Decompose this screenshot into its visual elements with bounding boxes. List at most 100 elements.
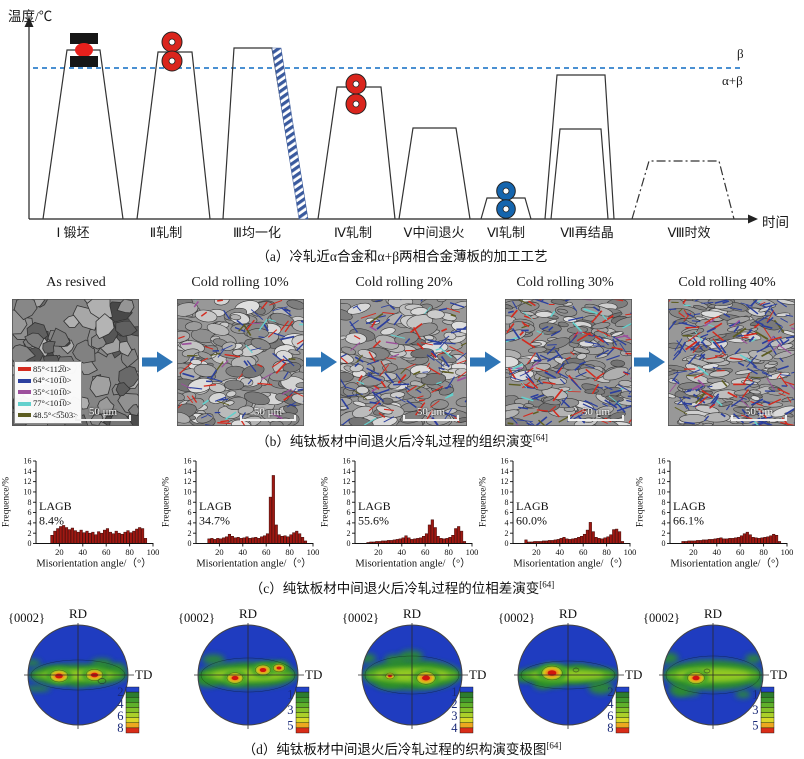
twin-boundary	[565, 389, 573, 394]
histogram-bar	[70, 527, 74, 544]
twin-boundary	[565, 356, 571, 360]
roll-hole	[502, 205, 510, 213]
histogram-bar	[138, 527, 142, 544]
microstructure-column-header: As resived	[46, 275, 106, 290]
colorbar-band	[295, 691, 310, 698]
histogram-bar	[448, 537, 452, 544]
hotspot-red	[231, 675, 239, 681]
twin-boundary	[243, 325, 252, 337]
scale-bar-line	[731, 415, 787, 421]
twin-boundary	[694, 331, 703, 342]
histogram-bar	[410, 539, 414, 544]
pole-figure-outline	[662, 624, 764, 726]
twin-boundary	[734, 347, 741, 355]
histogram-bar	[404, 535, 408, 544]
temperature-axis-label: 温度/℃	[8, 9, 53, 24]
colorbar-band	[760, 702, 775, 708]
roll-hole	[168, 57, 176, 65]
twin-boundary	[533, 359, 541, 362]
twin-boundary	[273, 332, 286, 338]
grain	[451, 321, 467, 334]
histogram-bar	[442, 538, 446, 544]
hotspot-red	[422, 675, 430, 681]
histogram-bar	[553, 539, 557, 544]
rd-label: RD	[239, 606, 257, 621]
twin-boundary	[217, 400, 230, 406]
histogram-bar	[568, 539, 572, 544]
twin-boundary	[542, 381, 556, 385]
twin-boundary	[281, 307, 292, 317]
twin-boundary	[691, 320, 701, 323]
histogram-bar	[407, 537, 411, 544]
twin-boundary	[792, 398, 795, 401]
y-tick-label: 0	[505, 539, 509, 548]
hotspot-contour	[226, 672, 244, 684]
twin-boundary	[547, 344, 557, 346]
twin-boundary	[382, 312, 395, 315]
colorbar-tick-label: 1	[287, 687, 293, 701]
twin-boundary	[776, 299, 788, 308]
twin-boundary	[288, 388, 297, 397]
twin-boundary	[366, 360, 380, 366]
twin-boundary	[684, 421, 695, 425]
grain	[177, 411, 191, 424]
twin-boundary	[687, 332, 701, 342]
grain	[668, 393, 676, 399]
y-tick-label: 14	[343, 467, 351, 476]
y-tick-label: 10	[501, 488, 509, 497]
scale-bar: 50 μm	[403, 406, 459, 421]
colorbar-band	[615, 712, 630, 718]
twin-boundary	[778, 326, 784, 333]
twin-boundary	[693, 313, 701, 316]
histogram-bar	[73, 530, 77, 544]
twin-boundary	[512, 301, 518, 310]
y-tick-label: 12	[658, 477, 666, 486]
twin-boundary	[673, 370, 688, 374]
scale-bar-line	[568, 415, 624, 421]
grain	[693, 305, 707, 311]
x-tick-label: 100	[307, 547, 320, 557]
grain	[601, 338, 614, 344]
histogram-bar	[580, 536, 584, 544]
twin-boundary	[695, 393, 705, 405]
grain	[352, 405, 373, 419]
twin-boundary	[442, 370, 454, 374]
twin-boundary	[346, 386, 356, 391]
twin-boundary	[778, 392, 786, 397]
grain-map-graphic	[505, 299, 632, 426]
y-tick-label: 0	[347, 539, 351, 548]
process-arrow-icon	[306, 351, 338, 378]
twin-boundary	[354, 390, 367, 400]
twin-boundary	[741, 336, 749, 339]
twin-boundary	[177, 403, 183, 409]
twin-boundary	[608, 395, 622, 407]
twin-boundary	[761, 349, 773, 358]
histogram-bar	[430, 519, 434, 544]
histogram-bar	[97, 531, 101, 544]
twin-boundary	[561, 399, 571, 408]
histogram-bar	[103, 529, 107, 544]
scale-bar-label: 50 μm	[581, 406, 611, 418]
twin-boundary	[215, 396, 226, 402]
histogram-bar	[257, 538, 261, 544]
grain	[557, 321, 569, 328]
twin-boundary	[537, 299, 544, 302]
histogram-bar	[577, 537, 581, 544]
histogram-bar	[82, 532, 86, 544]
twin-boundary	[257, 363, 263, 368]
time-axis-label: 时间	[762, 215, 789, 230]
forging-billet-icon	[75, 43, 93, 57]
histogram-bar	[210, 538, 214, 544]
twin-boundary	[374, 299, 382, 302]
twin-boundary	[380, 380, 387, 388]
twin-boundary	[545, 420, 553, 426]
y-tick-label: 8	[662, 498, 666, 507]
grain	[42, 340, 56, 354]
colorbar-band	[760, 722, 775, 729]
x-tick-label: 80	[602, 547, 611, 557]
colorbar-band	[615, 686, 630, 693]
legend-item: 85°<112̅0>	[18, 364, 78, 376]
twin-boundary	[243, 360, 249, 367]
scale-bar-label: 50 μm	[416, 406, 446, 418]
histogram-bar	[574, 538, 578, 544]
